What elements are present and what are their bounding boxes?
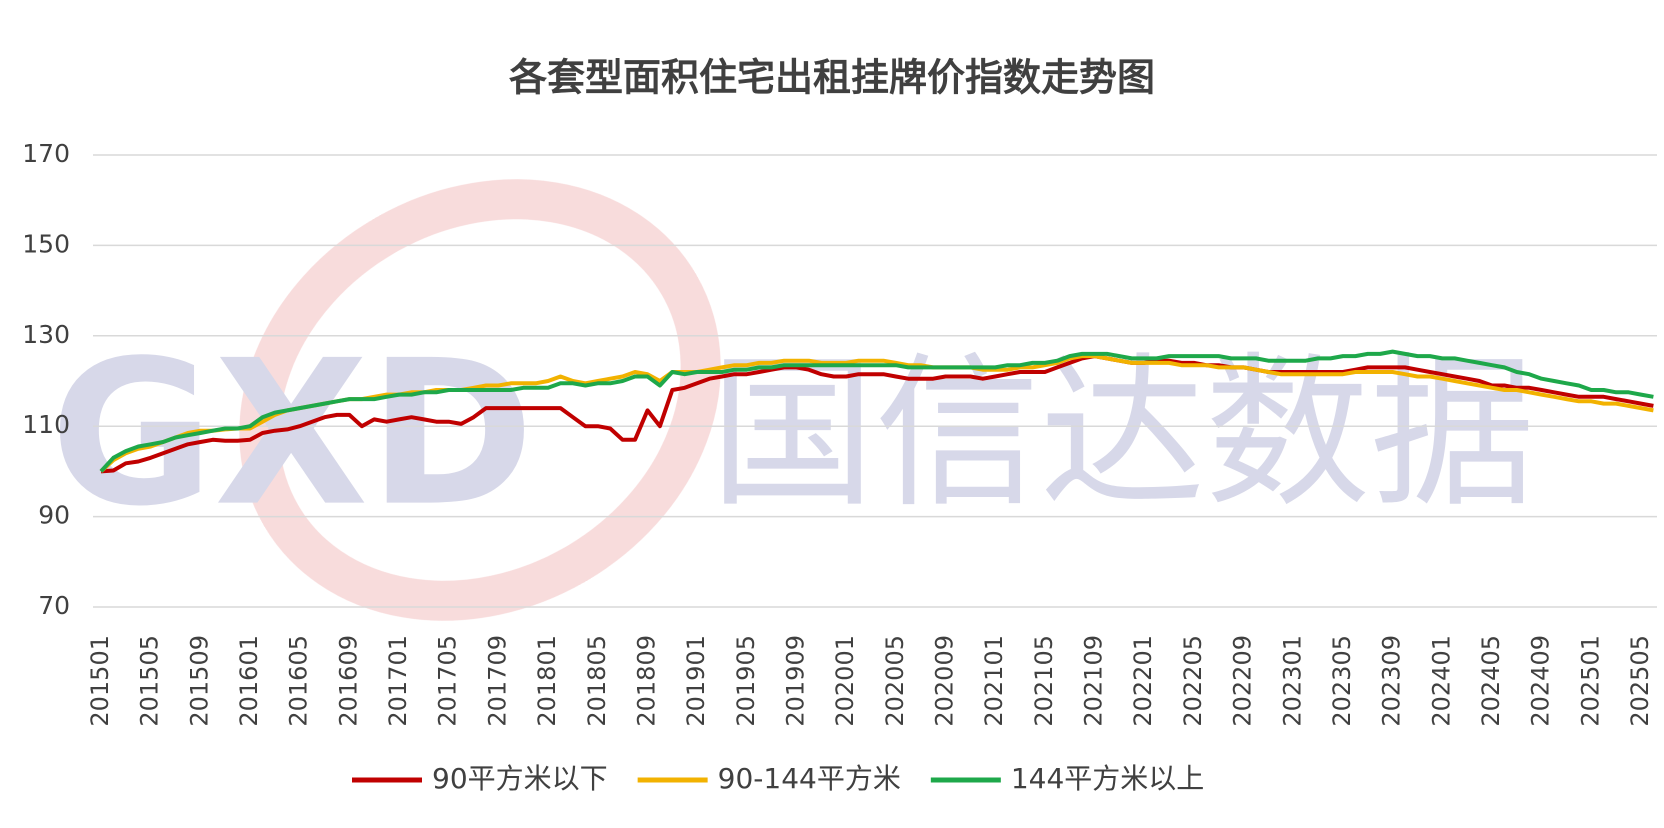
- x-tick-label: 201709: [483, 635, 511, 727]
- chart-title: 各套型面积住宅出租挂牌价指数走势图: [509, 56, 1155, 100]
- x-tick-label: 201505: [136, 635, 164, 727]
- x-tick-label: 201905: [732, 635, 760, 727]
- series-line: [100, 354, 1654, 474]
- x-tick-label: 202405: [1477, 635, 1505, 727]
- x-tick-label: 202001: [831, 635, 859, 727]
- x-tick-label: 202401: [1427, 635, 1455, 727]
- x-tick-label: 202505: [1626, 635, 1654, 727]
- y-tick-label: 110: [22, 410, 70, 439]
- x-tick-label: 202201: [1129, 635, 1157, 727]
- x-tick-label: 202501: [1576, 635, 1604, 727]
- watermark-ring: [239, 179, 721, 621]
- x-tick-label: 202309: [1378, 635, 1406, 727]
- x-tick-label: 201509: [185, 635, 213, 727]
- x-tick-label: 202305: [1328, 635, 1356, 727]
- x-tick-label: 202005: [881, 635, 909, 727]
- legend-label: 90平方米以下: [432, 762, 608, 795]
- x-tick-label: 201609: [334, 635, 362, 727]
- x-tick-label: 201605: [285, 635, 313, 727]
- x-tick-label: 201801: [533, 635, 561, 727]
- y-tick-label: 70: [38, 591, 70, 620]
- series-line: [99, 349, 1654, 473]
- x-tick-label: 201901: [682, 635, 710, 727]
- x-tick-label: 201601: [235, 635, 263, 727]
- watermark-logo: GXD: [50, 318, 534, 551]
- x-tick-label: 202105: [1030, 635, 1058, 727]
- x-tick-label: 202101: [980, 635, 1008, 727]
- x-tick-label: 201501: [86, 635, 114, 727]
- x-tick-label: 201809: [632, 635, 660, 727]
- x-tick-label: 202409: [1527, 635, 1555, 727]
- x-tick-label: 201805: [583, 635, 611, 727]
- x-tick-label: 202209: [1229, 635, 1257, 727]
- legend: 90平方米以下 90-144平方米 144平方米以上: [352, 762, 1204, 795]
- watermark-text: 国信达数据: [710, 337, 1535, 529]
- x-tick-label: 201701: [384, 635, 412, 727]
- x-tick-label: 202109: [1080, 635, 1108, 727]
- watermark: GXD 国信达数据: [50, 179, 1535, 621]
- x-tick-label: 201909: [781, 635, 809, 727]
- y-tick-label: 150: [22, 229, 70, 258]
- legend-label: 144平方米以上: [1011, 762, 1204, 795]
- legend-label: 90-144平方米: [718, 762, 901, 795]
- x-tick-label: 202301: [1278, 635, 1306, 727]
- x-tick-label: 201705: [434, 635, 462, 727]
- x-tick-label: 202009: [931, 635, 959, 727]
- x-tick-label: 202205: [1179, 635, 1207, 727]
- y-tick-label: 90: [38, 501, 70, 530]
- y-tick-label: 170: [22, 139, 70, 168]
- y-tick-label: 130: [22, 320, 70, 349]
